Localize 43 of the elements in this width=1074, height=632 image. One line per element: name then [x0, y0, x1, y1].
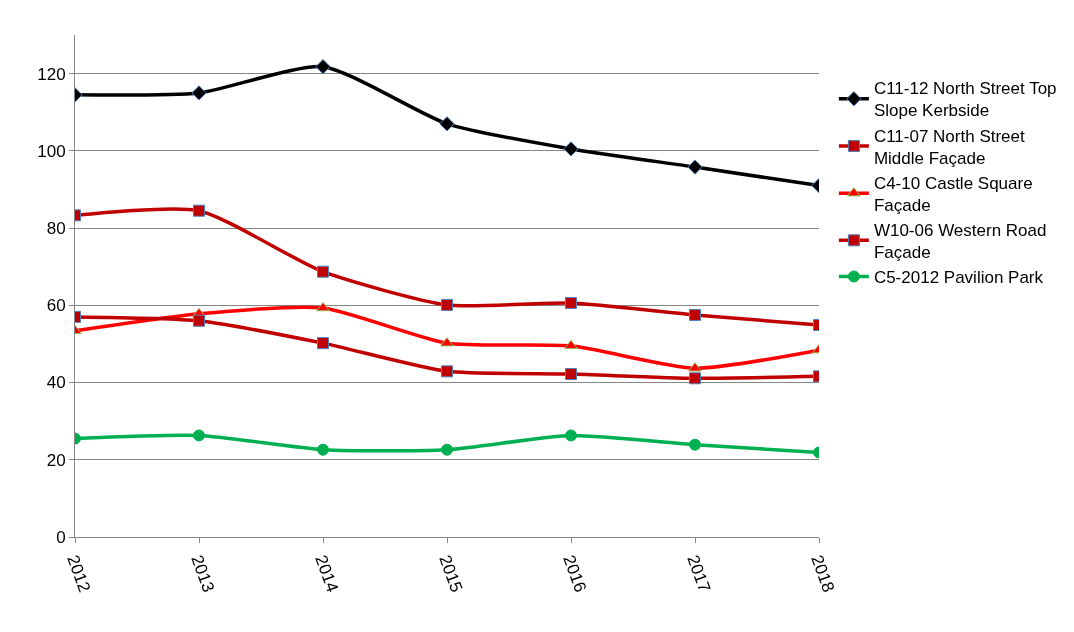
point	[316, 302, 330, 312]
y-tick-label: 20	[46, 450, 66, 470]
point	[689, 438, 701, 451]
point	[565, 429, 577, 442]
x-tick-label: 2013	[187, 552, 219, 595]
x-tick-label: 2015	[435, 552, 467, 595]
point	[441, 298, 453, 311]
x-tick-label: 2017	[683, 552, 715, 595]
point	[441, 443, 453, 456]
legend-label: C5-2012 Pavilion Park	[873, 268, 1044, 288]
point	[193, 429, 205, 442]
x-tick-label: 2016	[559, 552, 591, 595]
legend-label: C11-12 North Street Top Slope Kerbside	[873, 79, 1057, 121]
point	[563, 141, 579, 157]
y-tick-label: 80	[46, 219, 66, 239]
point	[687, 159, 703, 175]
legend-label: C11-07 North Street Middle Façade	[873, 126, 1026, 168]
point	[565, 368, 577, 381]
y-tick-label: 40	[46, 373, 66, 393]
y-tick-label: 0	[56, 527, 66, 547]
y-tick-label: 60	[46, 296, 66, 316]
point	[565, 296, 577, 309]
point	[564, 339, 578, 350]
point	[689, 308, 701, 321]
legend-label: C4-10 Castle Square Façade	[873, 173, 1033, 215]
point	[689, 372, 701, 385]
y-tick-label: 120	[37, 64, 66, 84]
point	[317, 265, 329, 278]
x-tick-label: 2014	[311, 552, 343, 595]
legend-label: W10-06 Western Road Façade	[873, 220, 1047, 263]
point	[315, 59, 331, 75]
y-tick-label: 100	[37, 141, 66, 161]
point	[317, 443, 329, 456]
point	[191, 85, 207, 101]
point	[440, 337, 454, 347]
x-tick-label: 2018	[807, 552, 839, 595]
x-tick-label: 2012	[63, 552, 95, 595]
point	[439, 116, 455, 132]
point	[193, 204, 205, 217]
point	[688, 362, 702, 372]
point	[193, 314, 205, 327]
point	[317, 337, 329, 350]
point	[441, 365, 453, 378]
